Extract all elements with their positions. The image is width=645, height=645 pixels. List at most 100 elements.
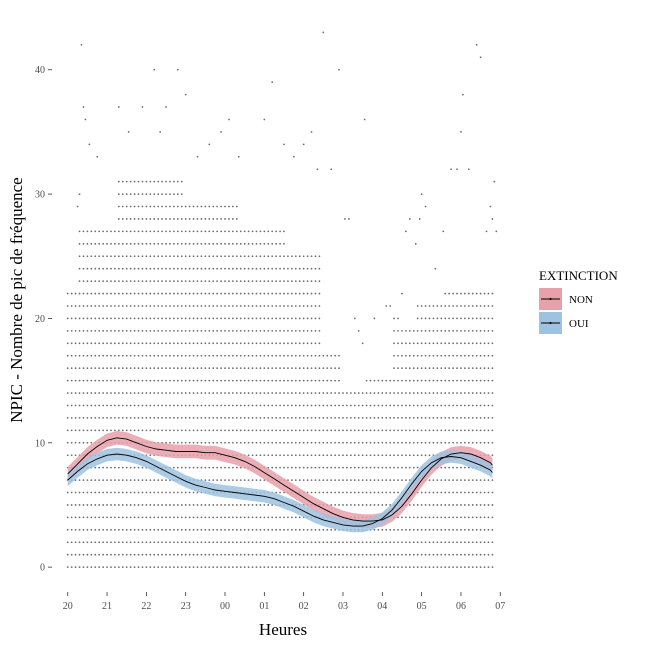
data-point [267,516,270,519]
data-point [228,354,230,357]
data-point [267,329,270,332]
data-point [467,504,470,506]
data-point [149,305,152,307]
data-point [94,305,97,307]
data-point [275,317,278,320]
data-point [98,317,101,320]
data-point [117,218,120,220]
data-point [436,329,439,332]
data-point [440,305,443,307]
data-point [267,454,270,457]
data-point [212,516,215,519]
data-point [342,479,344,481]
data-point [184,267,187,270]
data-point [353,429,356,432]
data-point [224,429,226,432]
data-point [491,417,494,419]
data-point [145,528,148,531]
data-point [184,292,187,295]
data-point [114,305,116,307]
data-point [235,466,238,469]
data-point [184,342,187,345]
data-point [129,479,132,481]
data-point [436,367,439,370]
data-point [228,292,230,295]
data-point [216,317,219,320]
data-point [153,491,156,494]
data-point [259,566,262,569]
data-point [184,541,187,544]
data-point [188,255,191,258]
data-point [212,479,215,481]
data-point [125,404,128,407]
data-point [436,541,439,544]
data-point [275,329,278,332]
data-point [357,566,360,569]
data-point [145,280,148,283]
data-point [397,454,399,457]
data-point [173,305,175,307]
data-point [165,280,167,283]
data-point [475,553,478,556]
data-point [420,566,423,569]
data-point [314,354,317,357]
data-point [471,541,474,544]
data-point [318,317,321,320]
data-point [137,218,140,220]
data-point [66,392,69,394]
data-point [287,379,289,382]
data-point [279,379,281,382]
data-point [279,242,281,245]
data-point [306,342,309,345]
data-point [180,441,183,444]
data-point [228,541,230,544]
data-point [471,566,474,569]
data-point [243,242,246,245]
data-point [318,553,321,556]
data-point [94,466,97,469]
data-point [157,392,160,394]
data-point [275,553,278,556]
data-point [456,392,458,394]
data-point [74,454,77,457]
data-point [463,329,466,332]
data-point [487,317,490,320]
data-point [491,479,494,481]
data-point [66,441,69,444]
data-point [346,504,348,506]
data-point [463,417,466,419]
data-point [145,193,148,195]
data-point [204,230,207,233]
data-point [485,230,488,233]
data-point [176,329,179,332]
data-point [165,392,167,394]
data-point [416,516,419,519]
data-point [149,454,152,457]
data-point [412,553,415,556]
data-point [106,566,108,569]
data-point [188,205,191,208]
data-point [444,417,447,419]
data-point [161,367,164,370]
data-point [204,292,207,295]
data-point [408,354,411,357]
data-point [121,292,124,295]
data-point [275,230,278,233]
data-point [200,379,203,382]
data-point [440,479,443,481]
data-point [237,155,240,158]
data-point [161,479,164,481]
data-point [78,230,81,233]
data-point [149,242,152,245]
data-point [436,553,439,556]
data-point [334,491,337,494]
data-point [448,441,451,444]
data-point [290,516,293,519]
data-point [161,541,164,544]
data-point [349,566,352,569]
data-point [271,404,274,407]
data-point [98,267,101,270]
data-point [251,367,254,370]
data-point [137,466,140,469]
data-point [165,106,167,108]
